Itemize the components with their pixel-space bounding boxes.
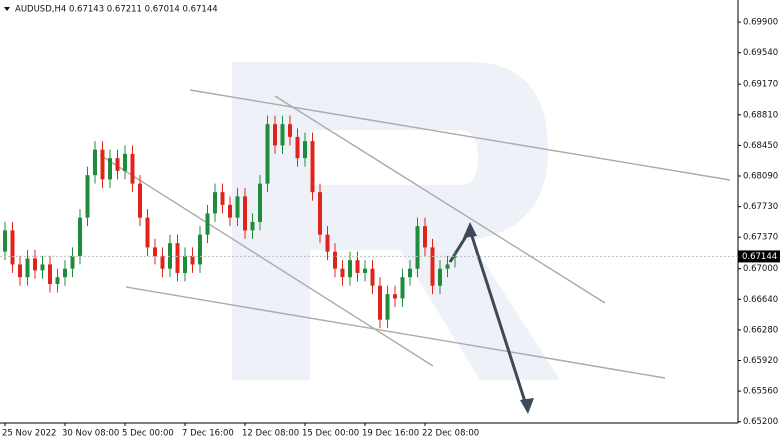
y-tick-label: 0.67000 — [743, 264, 778, 274]
candle-body — [48, 264, 52, 284]
candle-body — [445, 264, 450, 269]
candle-body — [340, 268, 345, 278]
candle-body — [355, 260, 360, 273]
candle-body — [190, 255, 195, 265]
y-tick-label: 0.68450 — [743, 141, 778, 151]
candle-body — [153, 247, 157, 256]
candle-body — [408, 268, 412, 278]
chart-title: AUDUSD,H4 0.67143 0.67211 0.67014 0.6714… — [15, 5, 218, 15]
candle-body — [303, 141, 307, 159]
candle-body — [10, 230, 15, 265]
candle-body — [370, 268, 375, 286]
y-tick-label: 0.69170 — [743, 80, 778, 90]
y-tick-label: 0.66280 — [743, 325, 778, 335]
candle-body — [205, 213, 210, 235]
x-tick-label: 30 Nov 08:00 — [62, 429, 119, 439]
candle-body — [325, 234, 330, 252]
candle-body — [175, 243, 180, 273]
y-tick-label: 0.69900 — [743, 18, 778, 28]
candle-body — [415, 226, 420, 269]
y-tick-label: 0.69540 — [743, 48, 778, 58]
candle-body — [63, 268, 67, 278]
candle-body — [25, 258, 30, 278]
candle-body — [228, 204, 232, 218]
x-tick-label: 7 Dec 16:00 — [182, 429, 234, 439]
candle-body — [220, 192, 225, 205]
candle-body — [235, 196, 240, 218]
candle-body — [93, 149, 97, 176]
y-tick-label: 0.67730 — [743, 202, 778, 212]
candle-body — [250, 221, 255, 231]
candle-body — [213, 192, 217, 214]
candle-body — [265, 124, 270, 184]
candle-body — [115, 158, 120, 171]
candle-body — [280, 124, 285, 146]
candle-body — [273, 124, 277, 146]
candle-body — [198, 234, 202, 265]
x-tick-label: 5 Dec 00:00 — [122, 429, 174, 439]
candle-body — [78, 217, 82, 256]
price-tag — [738, 250, 780, 263]
candle-body — [258, 183, 262, 222]
candle-body — [18, 264, 22, 278]
trend-lines — [99, 89, 731, 379]
y-tick-label: 0.65920 — [743, 356, 778, 366]
candle-body — [160, 255, 165, 269]
candle-body — [3, 230, 7, 252]
y-tick-label: 0.68810 — [743, 110, 778, 120]
candle-body — [168, 243, 172, 269]
candle-body — [70, 255, 75, 269]
candle-body — [85, 175, 90, 218]
y-tick-label: 0.65200 — [743, 417, 778, 427]
candle-body — [430, 247, 435, 286]
candle-body — [243, 196, 247, 231]
watermark — [232, 62, 560, 380]
candle-body — [318, 192, 322, 235]
candle-body — [138, 183, 142, 218]
y-tick-label: 0.66640 — [743, 295, 778, 305]
x-tick-label: 15 Dec 00:00 — [302, 429, 359, 439]
candle-body — [100, 149, 105, 180]
y-tick-label: 0.67370 — [743, 233, 778, 243]
x-tick-label: 25 Nov 2022 — [2, 429, 56, 439]
candle-body — [130, 153, 135, 184]
candle-body — [123, 153, 127, 171]
candle-body — [423, 226, 427, 248]
x-tick-label: 19 Dec 16:00 — [362, 429, 419, 439]
candle-body — [385, 294, 390, 320]
candle-body — [108, 158, 112, 180]
candle-body — [310, 141, 315, 193]
candle-body — [295, 136, 300, 159]
menu-arrow[interactable] — [4, 7, 10, 11]
x-tick-label: 22 Dec 08:00 — [422, 429, 479, 439]
y-tick-label: 0.65560 — [743, 387, 778, 397]
y-tick-label: 0.68090 — [743, 172, 778, 182]
candle-body — [288, 124, 292, 137]
candle-body — [183, 255, 187, 273]
price-label: 0.67144 — [742, 252, 777, 262]
candle-body — [33, 258, 37, 271]
candle-body — [393, 294, 397, 299]
candle-body — [348, 260, 352, 278]
candle-body — [145, 217, 150, 248]
forecast-arrow — [448, 222, 534, 414]
candle-body — [438, 268, 442, 286]
candle-body — [400, 277, 405, 299]
candle-body — [453, 256, 457, 258]
candle-body — [55, 277, 60, 284]
x-tick-label: 12 Dec 08:00 — [242, 429, 299, 439]
candle-body — [40, 264, 45, 271]
candle-body — [378, 285, 382, 320]
candle-body — [333, 251, 337, 269]
candle-body — [363, 268, 367, 273]
